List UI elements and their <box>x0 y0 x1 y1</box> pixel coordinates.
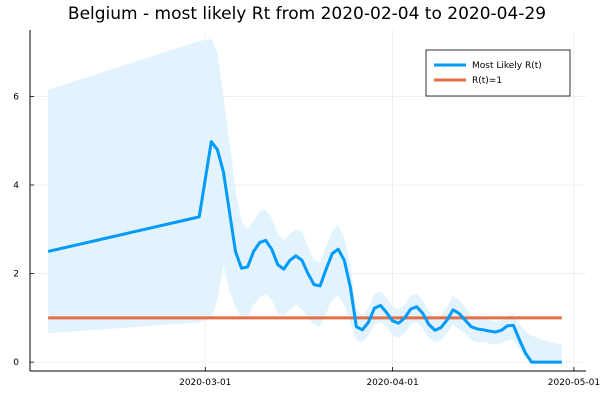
tick-labels: 0 2 4 6 2020-03-01 2020-04-01 2020-05-01 <box>13 92 600 388</box>
legend: Most Likely R(t) R(t)=1 <box>425 49 571 97</box>
y-tick-label: 2 <box>13 270 19 280</box>
series-line-most-likely <box>47 140 562 364</box>
series-lines <box>47 140 562 364</box>
confidence-band-area <box>48 38 562 363</box>
legend-label: Most Likely R(t) <box>472 61 542 71</box>
legend-label: R(t)=1 <box>472 76 502 86</box>
confidence-band <box>48 38 562 363</box>
chart-title: Belgium - most likely Rt from 2020-02-04… <box>68 4 546 24</box>
x-tick-label: 2020-03-01 <box>179 378 231 388</box>
axes <box>29 30 586 372</box>
y-tick-label: 0 <box>13 358 19 368</box>
y-tick-label: 6 <box>13 92 19 102</box>
y-tick-label: 4 <box>13 181 19 191</box>
x-tick-label: 2020-05-01 <box>548 378 600 388</box>
legend-box <box>425 49 571 97</box>
x-tick-label: 2020-04-01 <box>366 378 418 388</box>
